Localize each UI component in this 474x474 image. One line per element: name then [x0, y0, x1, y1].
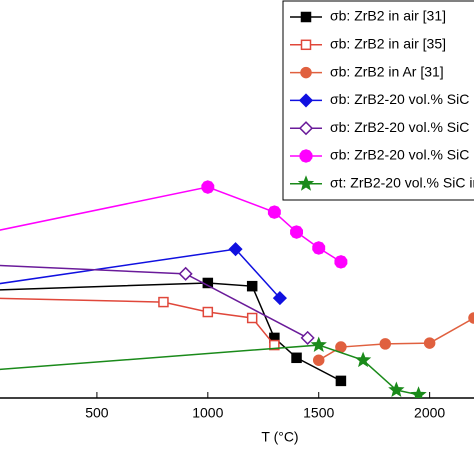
- legend: σb: ZrB2 in air [31] σb: ZrB2 in air [35]…: [290, 8, 474, 191]
- marker: [267, 205, 281, 219]
- marker: [299, 149, 313, 163]
- marker: [379, 338, 392, 350]
- marker: [310, 336, 327, 352]
- legend-label: σb: ZrB2-20 vol.% SiC in: [330, 147, 474, 163]
- legend-label: σb: ZrB2-20 vol.% SiC in: [330, 119, 474, 135]
- legend-label: σb: ZrB2-20 vol.% SiC in: [330, 91, 474, 107]
- x-axis-label: T (°C): [261, 429, 298, 445]
- marker: [291, 352, 302, 364]
- marker: [388, 381, 405, 397]
- marker: [178, 266, 193, 281]
- series-line: [0, 344, 419, 396]
- marker: [468, 312, 474, 324]
- marker: [300, 39, 312, 51]
- marker: [269, 339, 280, 351]
- marker: [298, 121, 314, 136]
- marker: [354, 351, 372, 368]
- marker: [300, 330, 315, 345]
- marker: [297, 175, 315, 191]
- series-line: [0, 297, 275, 346]
- marker: [246, 312, 258, 324]
- marker: [246, 280, 258, 292]
- series-line: [0, 248, 281, 299]
- x-tick-label: 2000: [414, 405, 445, 421]
- marker: [298, 93, 314, 108]
- legend-label: σb: ZrB2 in air [35]: [330, 36, 446, 52]
- x-tick-label: 500: [85, 405, 109, 421]
- marker: [410, 386, 427, 398]
- marker: [334, 255, 348, 269]
- marker: [158, 296, 169, 308]
- marker: [201, 180, 215, 194]
- series-line: [318, 317, 474, 361]
- marker: [228, 242, 243, 257]
- marker: [335, 375, 347, 387]
- marker: [300, 11, 312, 23]
- marker: [423, 337, 436, 349]
- x-tick-label: 1000: [192, 405, 223, 421]
- legend-label: σt: ZrB2-20 vol.% SiC in: [330, 175, 474, 191]
- marker: [312, 354, 325, 366]
- series-line: [0, 282, 342, 382]
- marker: [272, 291, 287, 306]
- marker: [312, 241, 326, 255]
- marker: [202, 306, 214, 318]
- x-tick-label: 1500: [303, 405, 334, 421]
- legend-label: σb: ZrB2 in Ar [31]: [330, 63, 444, 79]
- marker: [290, 225, 304, 239]
- plot-area: [0, 180, 474, 398]
- legend-label: σb: ZrB2 in air [31]: [330, 8, 446, 24]
- marker: [335, 341, 347, 353]
- marker: [300, 66, 312, 79]
